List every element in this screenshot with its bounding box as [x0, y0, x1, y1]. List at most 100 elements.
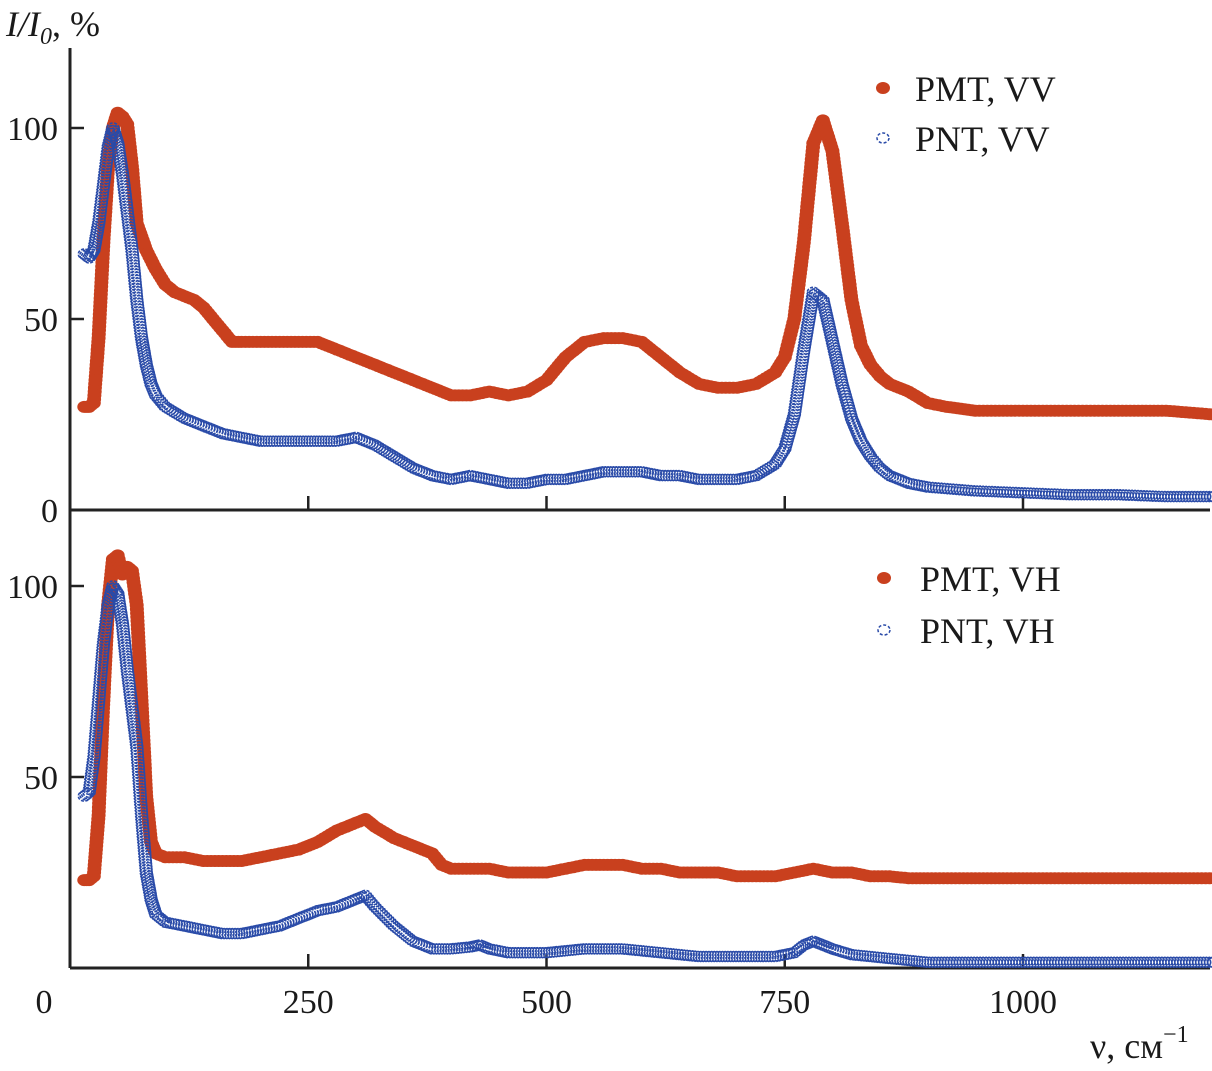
data-point: [132, 779, 147, 792]
data-point: [403, 460, 418, 473]
data-point: [138, 849, 152, 862]
data-point: [838, 389, 852, 402]
data-point: [137, 838, 151, 850]
data-point: [962, 484, 977, 497]
data-point: [888, 471, 902, 484]
data-point: [138, 353, 153, 366]
data-point: [132, 782, 147, 795]
data-point: [840, 398, 855, 410]
data-point: [126, 711, 140, 723]
data-point: [199, 421, 213, 433]
data-point: [77, 248, 92, 260]
data-point: [885, 470, 900, 483]
data-point: [130, 755, 145, 768]
data-point: [842, 403, 856, 416]
data-point: [132, 314, 147, 327]
data-point: [117, 179, 131, 192]
data-point: [134, 329, 148, 342]
data-point: [833, 369, 847, 382]
data-point: [765, 459, 780, 472]
data-point: [819, 308, 833, 320]
data-point: [119, 200, 134, 212]
data-point: [822, 322, 837, 334]
data-point: [406, 935, 420, 948]
data-point: [138, 350, 152, 363]
data-point: [118, 641, 132, 653]
data-point: [820, 313, 835, 326]
data-point: [835, 380, 850, 393]
data-point: [498, 476, 513, 489]
data-point: [131, 764, 146, 777]
data-point: [136, 340, 150, 352]
data-point: [932, 482, 947, 494]
data-point: [127, 267, 141, 280]
data-point: [806, 935, 821, 948]
data-point: [131, 767, 146, 780]
data-point: [139, 356, 153, 369]
data-point: [118, 191, 133, 204]
data-point: [138, 858, 153, 870]
y-tick-label: 50: [24, 302, 58, 339]
data-point: [175, 411, 189, 423]
data-point: [136, 832, 151, 844]
data-point: [140, 361, 154, 374]
data-point: [124, 696, 138, 709]
data-point: [112, 598, 127, 611]
data-point: [142, 372, 157, 385]
data-point: [125, 705, 140, 718]
data-point: [143, 888, 157, 900]
data-point: [408, 463, 423, 475]
data-point: [404, 933, 418, 946]
data-point: [113, 607, 128, 619]
data-point: [133, 323, 148, 336]
data-point: [811, 937, 825, 950]
x-tick-label: 750: [759, 984, 810, 1021]
data-point: [128, 279, 143, 292]
data-point: [475, 940, 490, 952]
data-point: [134, 803, 148, 816]
y-axis-title: I/I0, %: [5, 4, 100, 50]
data-point: [124, 699, 139, 712]
data-point: [142, 885, 157, 898]
data-point: [843, 406, 857, 419]
data-point: [150, 910, 165, 922]
data-point: [116, 173, 130, 186]
data-point: [135, 815, 149, 827]
data-point: [124, 238, 138, 251]
data-point: [849, 425, 864, 437]
data-point: [134, 812, 149, 824]
data-point: [836, 383, 851, 396]
data-point: [126, 714, 141, 726]
data-point: [111, 143, 126, 155]
data-point: [834, 375, 849, 387]
series-layer: [77, 106, 1212, 969]
data-point: [829, 352, 844, 365]
data-point: [133, 791, 147, 804]
data-point: [839, 395, 854, 407]
data-point: [472, 939, 487, 951]
data-point: [136, 835, 151, 847]
data-point: [251, 434, 265, 447]
data-point: [823, 327, 838, 340]
data-point: [133, 794, 148, 807]
data-point: [349, 431, 363, 444]
data-point: [848, 422, 863, 435]
data-point: [651, 946, 665, 959]
data-point: [122, 220, 136, 233]
data-point: [204, 423, 219, 436]
data-point: [137, 843, 152, 856]
data-point: [114, 610, 128, 622]
data-point: [185, 415, 200, 428]
data-point: [112, 148, 127, 161]
data-point: [821, 316, 835, 329]
data-point: [460, 470, 475, 483]
data-point: [117, 185, 132, 198]
data-point: [1206, 956, 1212, 968]
data-point: [875, 463, 889, 476]
data-point: [422, 941, 437, 954]
data-point: [817, 302, 832, 315]
data-point: [136, 342, 151, 355]
data-point: [123, 690, 138, 703]
data-point: [112, 596, 126, 608]
data-point: [122, 681, 137, 694]
